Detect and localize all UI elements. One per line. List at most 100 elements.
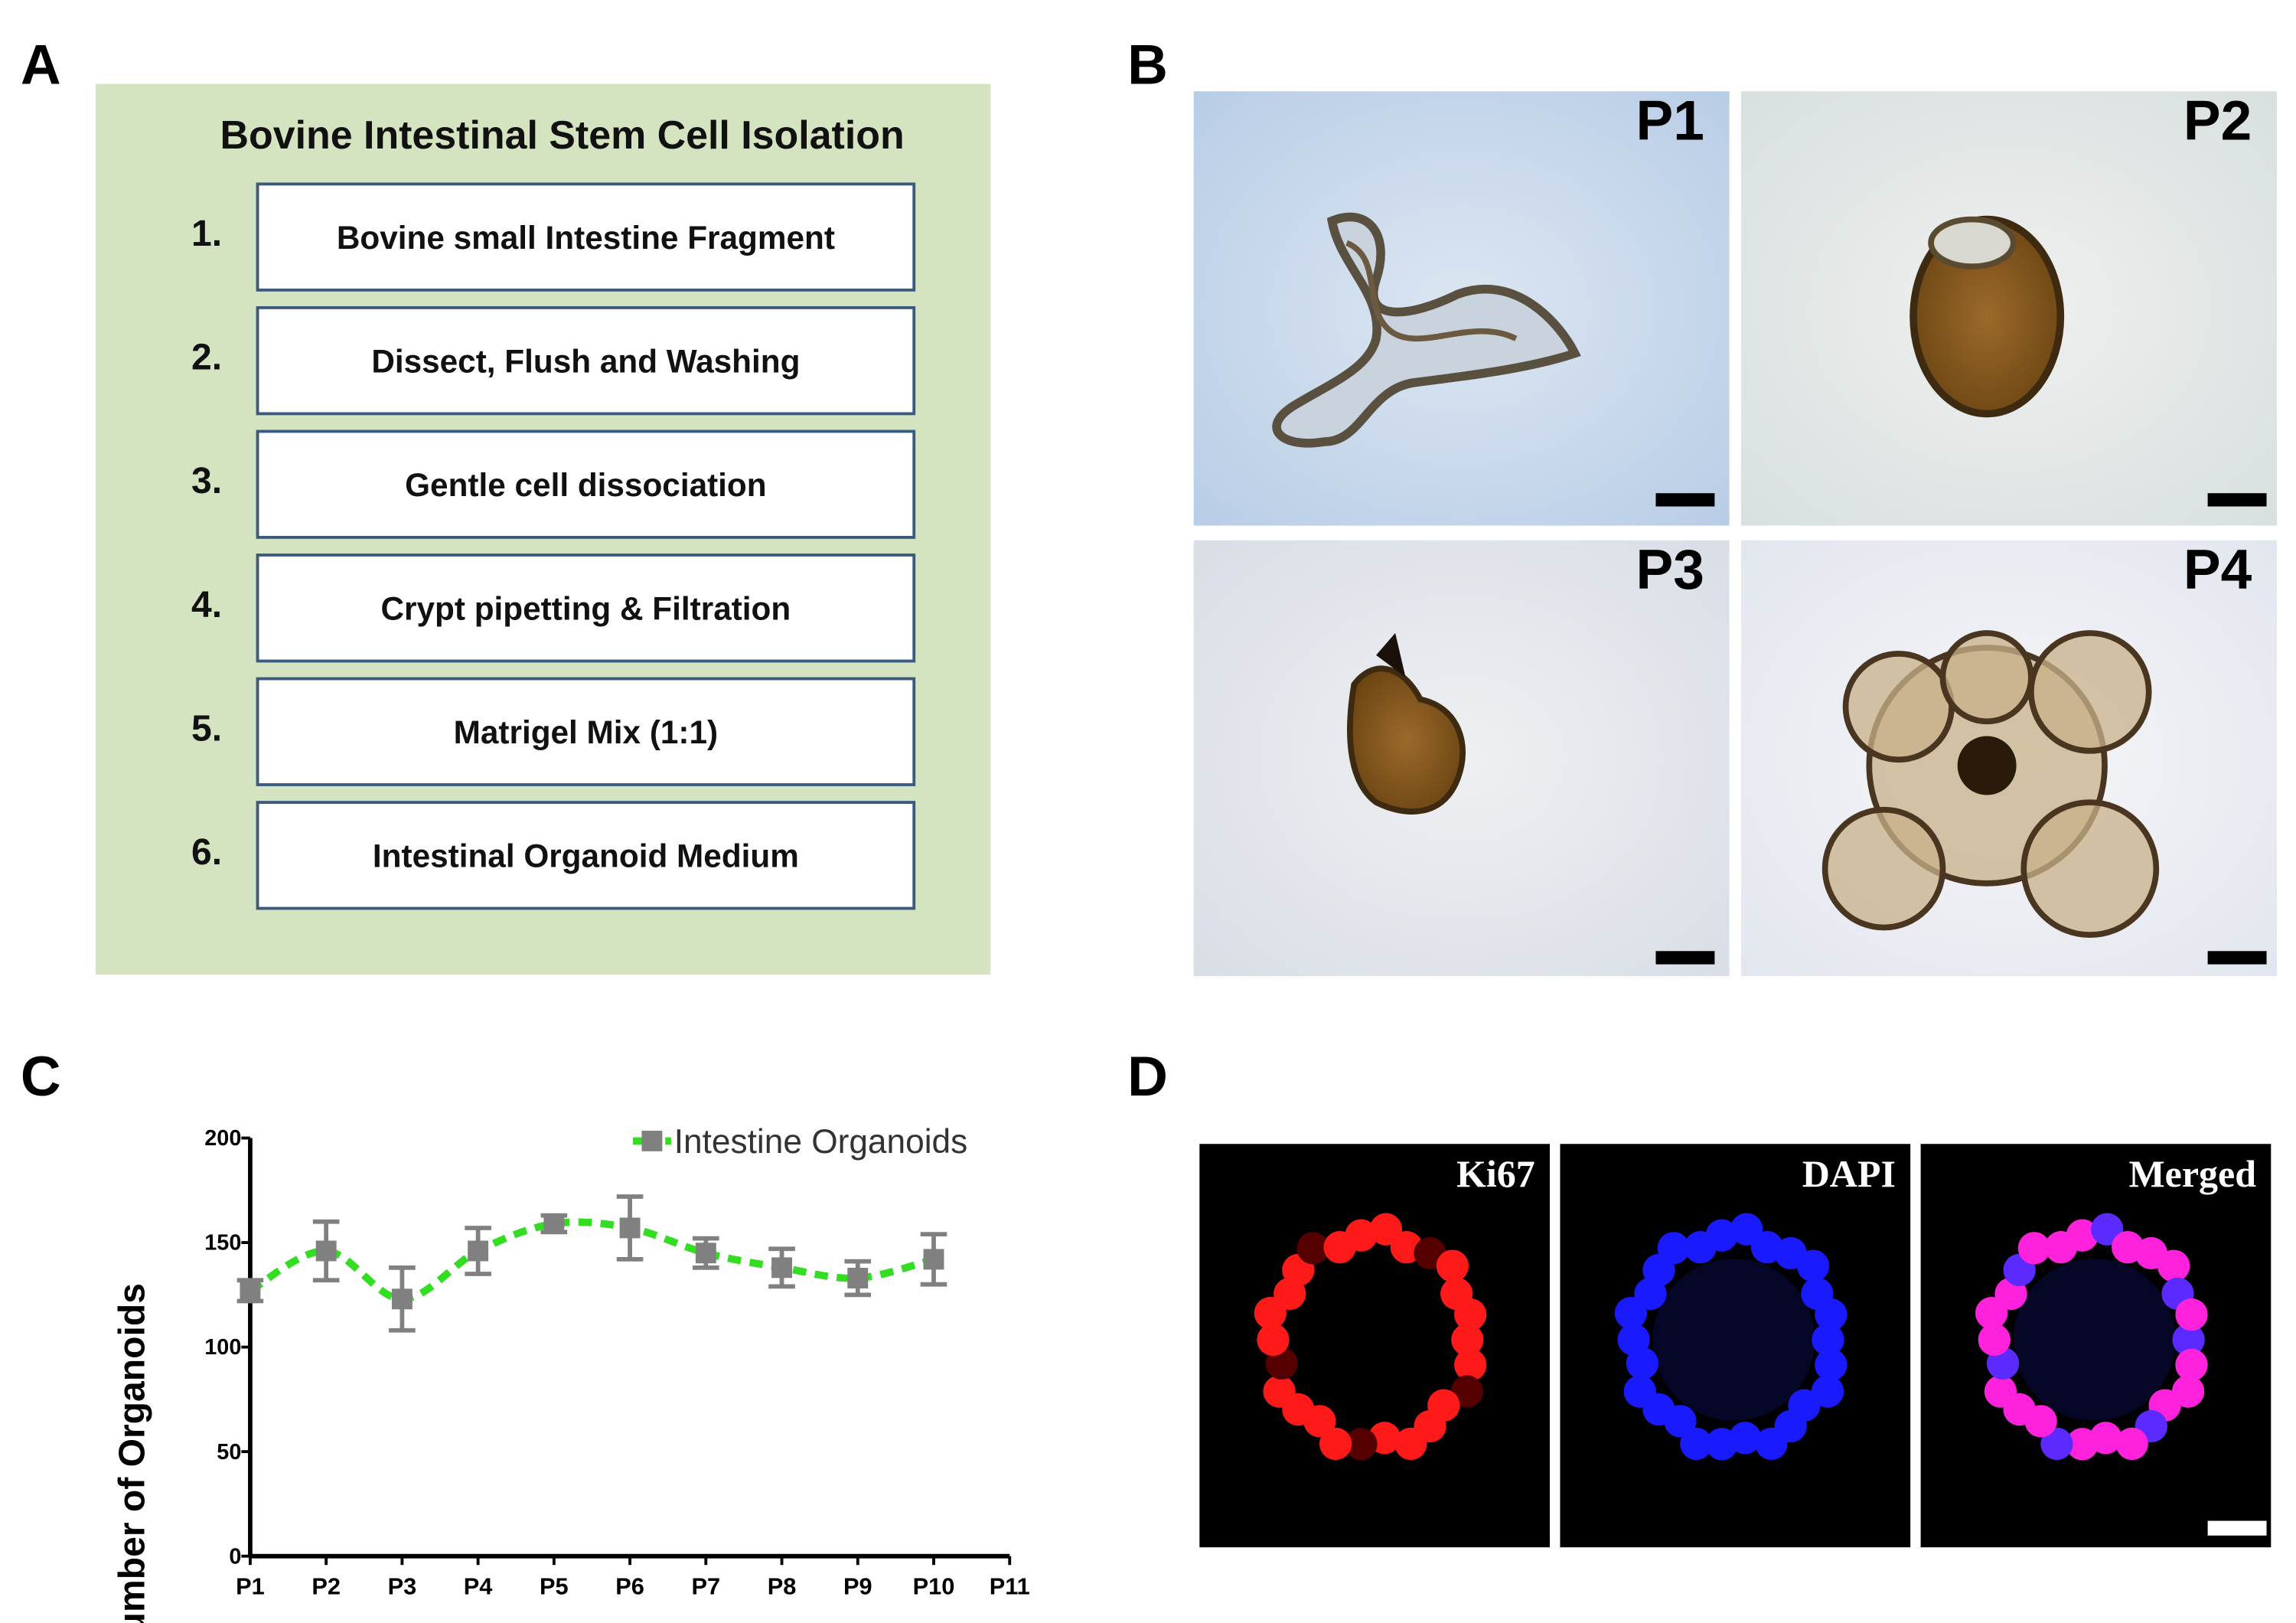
nucleus (1257, 1323, 1290, 1357)
step-box (256, 677, 916, 786)
nucleus (1680, 1427, 1713, 1461)
fluorescence-image: DAPI (1560, 1144, 1911, 1548)
step-number: 1. (191, 213, 222, 254)
x-tick-label: P6 (615, 1573, 644, 1600)
lumen (2013, 1259, 2176, 1421)
nucleus (1263, 1375, 1296, 1408)
micrograph-label: P3 (1636, 539, 1704, 601)
marker (543, 1213, 565, 1234)
x-tick-label: P4 (464, 1573, 493, 1600)
nucleus (2172, 1323, 2205, 1357)
step-label: Bovine small Intestine Fragment (337, 220, 835, 256)
nucleus (2157, 1249, 2190, 1282)
nucleus (1436, 1249, 1469, 1282)
marker (468, 1240, 489, 1262)
nucleus (2066, 1428, 2099, 1461)
nucleus (1454, 1348, 1487, 1382)
step-number: 6. (191, 831, 222, 873)
y-tick-label: 50 (217, 1440, 241, 1465)
marker (315, 1240, 337, 1262)
y-tick-label: 100 (204, 1335, 241, 1360)
step-label: Intestinal Organoid Medium (373, 838, 799, 874)
panel-label: D (1127, 1046, 1168, 1108)
nucleus (2171, 1375, 2205, 1408)
nucleus (1345, 1219, 1378, 1252)
step-number: 3. (191, 460, 222, 501)
data-line (248, 1218, 935, 1303)
y-tick-label: 150 (204, 1231, 241, 1256)
micrograph-label: P1 (1636, 90, 1704, 152)
y-tick-label: 0 (229, 1544, 241, 1569)
marker (619, 1217, 641, 1239)
legend-label: Intestine Organoids (674, 1123, 967, 1161)
nucleus (1296, 1232, 1329, 1265)
marker (847, 1268, 869, 1288)
fluorescence-image: Merged (1920, 1144, 2272, 1548)
nucleus (1812, 1323, 1844, 1357)
panel-label: C (21, 1046, 61, 1108)
lumen (1652, 1259, 1815, 1421)
x-tick-label: P11 (990, 1573, 1030, 1600)
step-number: 2. (191, 337, 222, 378)
nucleus (1617, 1323, 1650, 1357)
micrograph-label: P4 (2183, 539, 2252, 601)
x-tick-label: P8 (768, 1573, 797, 1600)
step-number: 5. (191, 707, 222, 749)
panel-label: B (1127, 34, 1168, 96)
step-label: Dissect, Flush and Washing (371, 344, 800, 380)
micrograph: P3 (1193, 539, 1730, 976)
nucleus (1705, 1219, 1738, 1252)
step-number: 4. (191, 584, 222, 625)
legend-marker (641, 1130, 663, 1151)
panel-label: A (21, 34, 61, 96)
step-label: Gentle cell dissociation (405, 467, 766, 503)
nucleus (2040, 1427, 2073, 1461)
fluorescence-image: Ki67 (1199, 1144, 1550, 1548)
nucleus (1815, 1298, 1848, 1331)
x-tick-label: P10 (913, 1573, 955, 1600)
channel-label: Merged (2128, 1152, 2256, 1195)
nucleus (2115, 1427, 2148, 1461)
nucleus (1984, 1375, 2017, 1408)
x-tick-label: P7 (691, 1573, 720, 1600)
micrograph: P2 (1741, 90, 2277, 526)
nucleus (1657, 1232, 1690, 1265)
y-tick-label: 200 (204, 1126, 241, 1151)
nucleus (1454, 1298, 1487, 1331)
nucleus (1796, 1249, 1830, 1282)
step-box (256, 305, 916, 416)
micrograph-label: P2 (2183, 90, 2252, 152)
nucleus (1345, 1428, 1378, 1461)
nucleus (1811, 1375, 1844, 1408)
marker (695, 1243, 716, 1264)
nucleus (2017, 1232, 2051, 1265)
marker (391, 1288, 413, 1310)
micrograph: P1 (1193, 90, 1730, 526)
marker (240, 1280, 261, 1301)
channel-label: DAPI (1802, 1152, 1896, 1195)
step-box (256, 182, 916, 292)
marker (771, 1257, 792, 1278)
protocol-title: Bovine Intestinal Stem Cell Isolation (220, 113, 905, 158)
x-tick-label: P3 (388, 1573, 417, 1600)
x-tick-label: P2 (311, 1573, 341, 1600)
nucleus (1815, 1348, 1848, 1382)
nucleus (2175, 1348, 2208, 1382)
nucleus (2175, 1298, 2208, 1331)
micrograph: P4 (1741, 539, 2277, 976)
step-box (256, 801, 916, 910)
nucleus (1450, 1375, 1483, 1408)
marker (923, 1249, 944, 1270)
nucleus (1623, 1375, 1656, 1408)
scale-bar (2207, 1520, 2267, 1536)
x-tick-label: P5 (540, 1573, 569, 1600)
step-label: Crypt pipetting & Filtration (381, 591, 791, 627)
step-label: Matrigel Mix (1:1) (454, 714, 718, 750)
step-box (256, 429, 916, 539)
x-tick-label: P1 (236, 1573, 265, 1600)
nucleus (1394, 1427, 1427, 1461)
x-tick-label: P9 (843, 1573, 872, 1600)
y-axis-label: Number of Organoids (111, 1283, 152, 1623)
nucleus (1705, 1428, 1738, 1461)
